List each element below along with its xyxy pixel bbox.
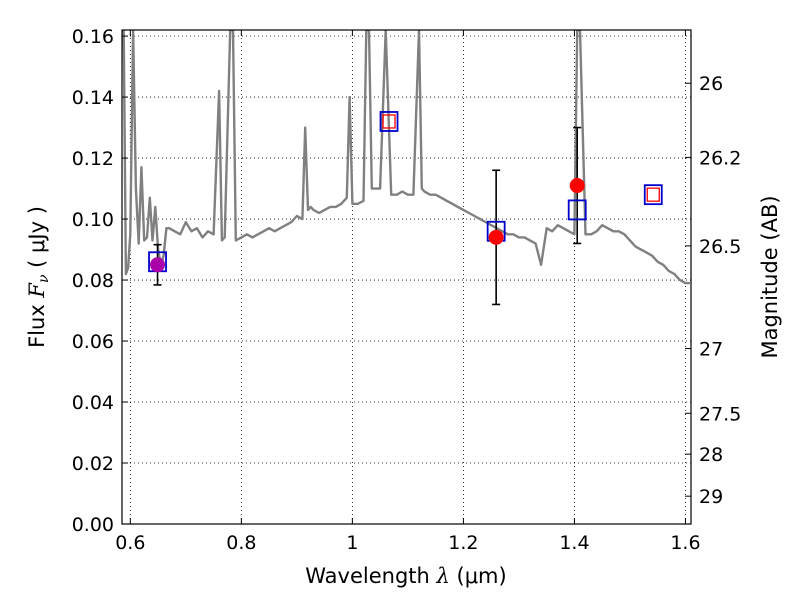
x-tick-label: 0.8: [226, 532, 256, 554]
y2-tick-label: 26.2: [699, 147, 741, 169]
y2-tick-label: 27.5: [699, 403, 741, 425]
y-tick-label: 0.16: [72, 26, 114, 48]
x-tick-label: 1: [346, 532, 358, 554]
y-tick-label: 0.14: [72, 87, 114, 109]
y-axis-title: Flux Fν ( μJy ): [25, 206, 52, 348]
y-tick-label: 0.06: [72, 331, 114, 353]
tick-marks: [122, 30, 691, 525]
bandpass-square-inner: [382, 114, 396, 129]
y-tick-label: 0.00: [72, 514, 114, 536]
x-axis-title: Wavelength λ (μm): [305, 564, 506, 588]
x-tick-label: 1.2: [448, 532, 478, 554]
bandpass-square-inner: [646, 187, 660, 202]
y2-tick-label: 26: [699, 73, 723, 95]
y2-tick-label: 26.5: [699, 236, 741, 258]
y2-tick-label: 27: [699, 339, 723, 361]
y-tick-label: 0.02: [72, 453, 114, 475]
model-bandpass-square: [567, 199, 587, 221]
x-tick-label: 1.6: [670, 532, 700, 554]
bandpass-square-outer: [379, 111, 399, 132]
data-layer: [122, 30, 690, 306]
y2-tick-label: 28: [699, 444, 723, 466]
x-tick-label: 1.4: [559, 532, 589, 554]
y-tick-label: 0.08: [72, 270, 114, 292]
tick-labels: 0.6 0.8 1 1.2 1.4 1.6 0.00 0.02 0.04 0.06 0.08 0.10…: [72, 26, 742, 554]
y-tick-label: 0.12: [72, 148, 114, 170]
model-spectrum-line: [122, 30, 690, 285]
bandpass-square-outer: [643, 184, 663, 206]
y-tick-label: 0.04: [72, 392, 114, 414]
plot-frame: [121, 29, 692, 525]
y2-tick-label: 29: [699, 486, 723, 508]
y-tick-label: 0.10: [72, 209, 114, 231]
observed-flux-point: [488, 229, 504, 245]
x-tick-label: 0.6: [115, 532, 145, 554]
grid-lines: [122, 30, 691, 525]
observed-flux-point: [569, 178, 585, 194]
observed-flux-point: [150, 257, 166, 273]
y2-axis-title: Magnitude (AB): [758, 195, 782, 358]
